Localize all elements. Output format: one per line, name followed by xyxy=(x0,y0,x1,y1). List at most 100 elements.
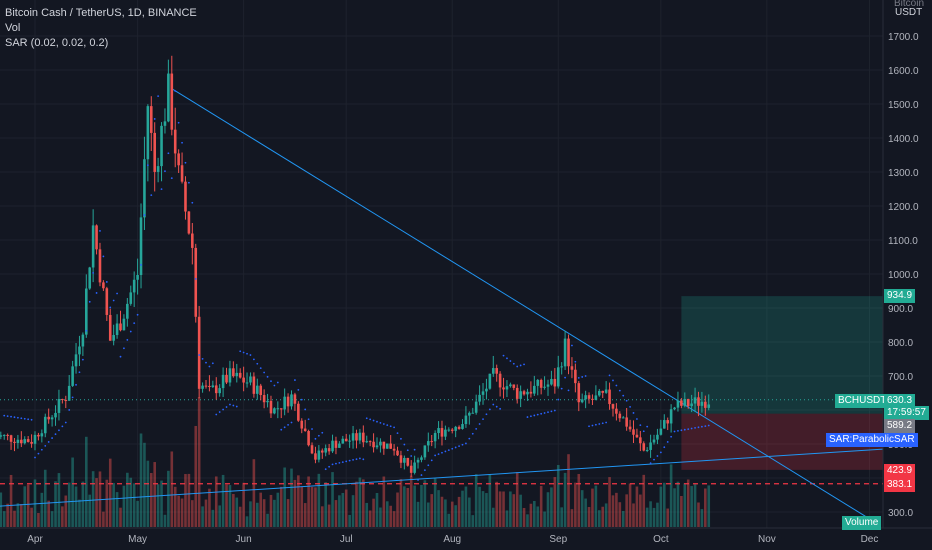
sar-dot xyxy=(629,405,631,408)
volume-bar xyxy=(115,492,119,527)
candle-body xyxy=(341,438,345,444)
candle-body xyxy=(149,106,153,133)
volume-bar xyxy=(170,451,174,527)
symbol-title[interactable]: Bitcoin Cash / TetherUS, 1D, BINANCE xyxy=(5,7,197,19)
sar-dot xyxy=(54,433,57,436)
volume-bar xyxy=(310,486,314,527)
volume-bar xyxy=(611,495,615,527)
candle-body xyxy=(444,429,447,437)
candle-body xyxy=(303,428,307,432)
sar-dot xyxy=(567,389,570,392)
price-tick-label: 1400.0 xyxy=(888,134,919,145)
volume-bar xyxy=(112,482,115,527)
sar-dot xyxy=(673,430,676,433)
candle-body xyxy=(580,399,584,403)
sar-dot xyxy=(670,435,673,438)
sar-dot xyxy=(636,418,638,420)
candle-body xyxy=(57,399,61,413)
sar-dot xyxy=(677,429,679,432)
indicator-sar-label[interactable]: SAR (0.02, 0.02, 0.2) xyxy=(5,37,109,49)
candle-body xyxy=(666,420,669,424)
volume-bar xyxy=(392,511,396,527)
candle-body xyxy=(156,166,160,172)
volume-bar xyxy=(13,510,16,527)
candle-body xyxy=(375,445,379,448)
sar-dot xyxy=(359,457,361,460)
candles xyxy=(0,55,711,477)
candle-body xyxy=(13,441,16,443)
volume-bar xyxy=(225,484,228,527)
candle-body xyxy=(232,368,235,377)
candle-body xyxy=(194,247,198,317)
sar-dot xyxy=(547,411,549,414)
candle-body xyxy=(615,408,618,414)
sar-dot xyxy=(352,459,354,461)
countdown-tag: 17:59:57 xyxy=(884,406,929,420)
sar-dot xyxy=(372,419,375,422)
volume-bar xyxy=(344,489,348,527)
candle-body xyxy=(427,441,430,446)
candle-body xyxy=(211,385,215,388)
sar-dot xyxy=(533,414,536,417)
candle-body xyxy=(529,391,533,394)
candle-body xyxy=(317,450,321,460)
candle-body xyxy=(659,428,663,435)
sar-dot xyxy=(588,425,590,428)
indicator-vol-label[interactable]: Vol xyxy=(5,22,21,34)
volume-bar xyxy=(580,490,584,527)
time-axis[interactable]: Apr May Jun Jul Aug Sep Oct Nov Dec xyxy=(27,534,878,545)
sar-dot xyxy=(601,422,604,425)
sar-dot xyxy=(304,408,307,411)
volume-bar xyxy=(338,495,341,527)
volume-bar xyxy=(533,500,536,527)
candle-body xyxy=(331,440,334,452)
volume-bar xyxy=(457,496,461,527)
sar-dot xyxy=(543,412,546,414)
candle-body xyxy=(683,398,687,406)
sar-dot xyxy=(270,380,272,383)
candle-body xyxy=(543,386,546,388)
volume-bar xyxy=(697,502,700,527)
currency-label[interactable]: USDT xyxy=(895,7,923,18)
candle-body xyxy=(314,453,317,460)
candle-body xyxy=(225,374,228,383)
volume-bar xyxy=(584,498,587,527)
candle-body xyxy=(598,390,601,396)
sar-dot xyxy=(157,95,160,98)
volume-bar xyxy=(197,397,201,527)
sar-dot xyxy=(646,425,649,428)
sar-dot xyxy=(594,423,597,426)
volume-bar xyxy=(78,499,81,527)
time-tick-label: Oct xyxy=(653,534,669,545)
volume-bar xyxy=(167,470,170,527)
candle-body xyxy=(560,366,563,368)
volume-bar xyxy=(686,479,690,527)
volume-bar xyxy=(102,511,105,527)
volume-bar xyxy=(680,495,683,527)
volume-bar xyxy=(293,479,297,527)
volume-bar xyxy=(153,462,156,527)
price-tick-label: 1500.0 xyxy=(888,100,919,111)
sar-dot xyxy=(133,322,136,325)
candle-body xyxy=(310,445,314,454)
candle-body xyxy=(201,385,204,389)
candle-body xyxy=(297,403,300,421)
volume-bar xyxy=(385,501,389,527)
sar-dot xyxy=(396,432,399,435)
candle-body xyxy=(139,217,143,275)
volume-bar xyxy=(512,494,516,527)
candle-body xyxy=(23,439,27,444)
volume-bar xyxy=(529,503,533,527)
candle-body xyxy=(214,385,218,394)
volume-bar xyxy=(444,499,447,527)
uptrend-line xyxy=(0,448,884,507)
sar-dot xyxy=(564,376,566,379)
volume-bar xyxy=(43,469,47,527)
volume-bar xyxy=(235,497,239,527)
symbol-tag: BCHUSDT xyxy=(835,394,890,408)
candle-body xyxy=(283,396,286,410)
volume-bar xyxy=(37,512,40,527)
volume-bar xyxy=(16,503,20,527)
sar-dot xyxy=(215,413,218,416)
